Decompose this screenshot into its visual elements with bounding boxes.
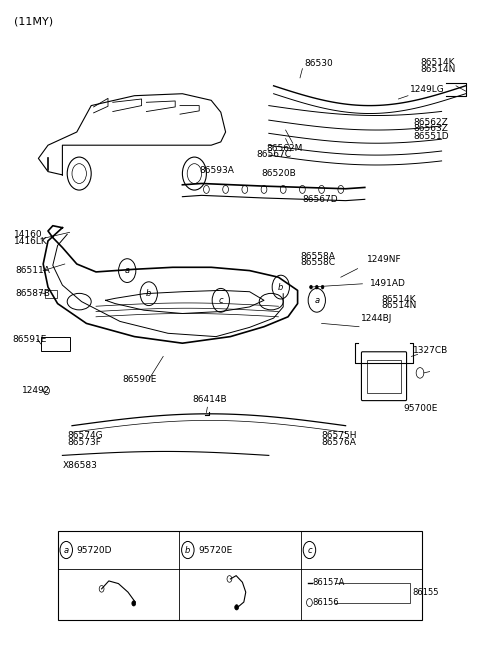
Text: 86514K: 86514K — [420, 58, 455, 67]
Text: b: b — [185, 546, 191, 554]
Text: 86558C: 86558C — [300, 258, 335, 267]
Text: 86514N: 86514N — [382, 301, 417, 310]
Text: X86583: X86583 — [62, 461, 97, 470]
Bar — [41, 337, 70, 351]
Text: a: a — [314, 296, 319, 305]
Text: 1249NF: 1249NF — [367, 255, 402, 264]
Text: 86530: 86530 — [305, 59, 334, 68]
Text: 86587B: 86587B — [15, 289, 50, 298]
Text: 1244BJ: 1244BJ — [361, 314, 392, 323]
Circle shape — [315, 285, 318, 289]
Text: 1249LG: 1249LG — [410, 85, 445, 94]
Text: 86562M: 86562M — [266, 144, 303, 153]
Text: 86567D: 86567D — [302, 195, 338, 204]
Text: 86514K: 86514K — [382, 294, 416, 304]
Text: 86576A: 86576A — [322, 438, 357, 447]
Bar — [367, 360, 401, 393]
Text: b: b — [278, 282, 284, 292]
Text: 86563Z: 86563Z — [414, 124, 449, 133]
Text: 12492: 12492 — [22, 386, 50, 395]
Text: 86558A: 86558A — [300, 251, 335, 261]
Circle shape — [132, 601, 136, 606]
Text: 86567C: 86567C — [257, 150, 292, 159]
Text: 86551D: 86551D — [414, 132, 449, 141]
Text: 14160: 14160 — [14, 230, 43, 239]
Text: 86590E: 86590E — [122, 375, 157, 384]
Circle shape — [235, 605, 239, 610]
Text: 86573F: 86573F — [67, 438, 101, 447]
Text: a: a — [64, 546, 69, 554]
Text: 86574G: 86574G — [67, 431, 103, 440]
Text: 86520B: 86520B — [262, 169, 296, 178]
Circle shape — [321, 285, 324, 289]
Text: 86591E: 86591E — [12, 335, 47, 344]
Text: 86514N: 86514N — [420, 65, 456, 74]
Text: 1327CB: 1327CB — [413, 346, 448, 355]
Text: (11MY): (11MY) — [14, 16, 54, 26]
Circle shape — [310, 285, 312, 289]
Text: 86155: 86155 — [413, 588, 439, 597]
Text: 1416LK: 1416LK — [14, 236, 48, 246]
Text: 86593A: 86593A — [199, 166, 234, 175]
Text: 86414B: 86414B — [192, 395, 227, 404]
Text: 86511A: 86511A — [15, 266, 50, 275]
Text: c: c — [218, 296, 223, 305]
Text: c: c — [307, 546, 312, 554]
Bar — [58, 531, 422, 620]
Text: 95720D: 95720D — [77, 546, 112, 554]
Text: 86157A: 86157A — [313, 578, 345, 587]
Text: a: a — [125, 266, 130, 275]
Text: 95720E: 95720E — [198, 546, 233, 554]
Text: 86562Z: 86562Z — [414, 117, 448, 127]
Text: b: b — [146, 289, 152, 298]
Bar — [45, 290, 57, 298]
Text: 86156: 86156 — [313, 598, 339, 607]
Text: 95700E: 95700E — [403, 404, 438, 413]
Text: 1491AD: 1491AD — [370, 279, 406, 288]
Text: 86575H: 86575H — [322, 431, 357, 440]
